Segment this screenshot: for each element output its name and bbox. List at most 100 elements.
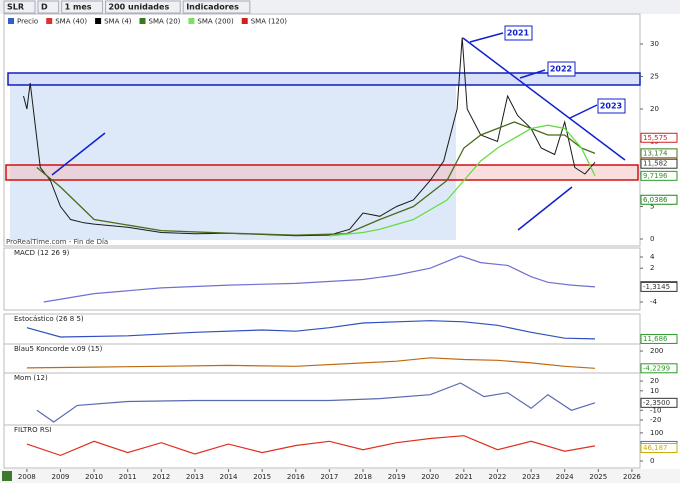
toolbar: [0, 0, 680, 14]
x-tick-label: 2026: [623, 473, 641, 481]
annotation: 2022: [550, 65, 572, 74]
legend-label: SMA (120): [251, 18, 288, 26]
y-tick-label: 0: [650, 457, 654, 465]
arrow: [569, 104, 598, 119]
toolbar-item[interactable]: 200 unidades: [109, 3, 170, 12]
y-tick-label: 0: [650, 235, 654, 243]
x-tick-label: 2020: [421, 473, 439, 481]
series-line: [26, 357, 596, 369]
y-tick-label: -4: [650, 298, 658, 306]
x-tick-label: 2013: [186, 473, 204, 481]
x-tick-label: 2022: [489, 473, 507, 481]
value-label: 11,686: [643, 335, 668, 343]
series-line: [329, 124, 596, 237]
value-label-box: [640, 158, 678, 169]
arrow: [51, 132, 106, 176]
x-tick-label: 2016: [287, 473, 305, 481]
toolbar-item[interactable]: 1 mes: [65, 3, 92, 12]
legend-label: Precio: [17, 18, 38, 26]
arrow: [469, 32, 504, 43]
series-line: [36, 121, 596, 236]
legend-label: SMA (200): [197, 18, 234, 26]
annotation-box: [597, 98, 626, 114]
toolbar-button[interactable]: [37, 0, 60, 14]
resistance-rect: [7, 72, 641, 86]
value-label: -1,3145: [643, 283, 670, 291]
legend-swatch: [95, 18, 102, 24]
toolbar-item[interactable]: SLR: [7, 3, 24, 12]
pane-title: Mom (12): [14, 374, 48, 382]
scroll-button[interactable]: [2, 471, 12, 481]
x-tick-label: 2021: [455, 473, 473, 481]
value-label: 9,7196: [643, 172, 668, 180]
x-tick-label: 2012: [152, 473, 170, 481]
annotation: 2021: [507, 29, 530, 38]
value-label: 13,174: [643, 149, 668, 157]
support-rect: [5, 164, 639, 181]
y-tick-label: 200: [650, 347, 663, 355]
toolbar-button[interactable]: [61, 0, 104, 14]
toolbar-button[interactable]: [182, 0, 251, 14]
series-line: [36, 382, 596, 423]
watermark: ProRealTime.com - Fin de Día: [6, 238, 108, 246]
value-label-box: [640, 132, 678, 143]
annotation: 2023: [600, 102, 622, 111]
y-tick-label: -20: [650, 416, 661, 424]
y-tick-label: 30: [650, 40, 659, 48]
legend-label: SMA (40): [55, 18, 87, 26]
series-line: [26, 320, 596, 340]
value-label-box: [640, 170, 678, 181]
toolbar-button[interactable]: [3, 0, 36, 14]
toolbar-item[interactable]: D: [41, 3, 48, 12]
price-pane: [3, 13, 641, 247]
x-axis-bar: [0, 469, 680, 483]
legend-swatch: [46, 18, 53, 24]
arrow: [517, 186, 573, 231]
value-label: -2,3500: [643, 399, 670, 407]
x-tick-label: 2023: [522, 473, 540, 481]
legend-swatch: [139, 18, 146, 24]
y-tick-label: 10: [650, 387, 659, 395]
pane-title: Blau5 Koncorde v.09 (15): [14, 345, 103, 353]
y-tick-label: 20: [650, 377, 659, 385]
pane-title: Estocástico (26 8 5): [14, 315, 84, 323]
value-label-box: [640, 397, 678, 408]
legend-label: SMA (20): [149, 18, 181, 26]
x-tick-label: 2008: [18, 473, 36, 481]
x-tick-label: 2019: [388, 473, 406, 481]
value-label: 11,582: [643, 160, 668, 168]
toolbar-button[interactable]: [105, 0, 181, 14]
value-label: 46,187: [643, 444, 668, 452]
x-tick-label: 2011: [119, 473, 137, 481]
x-tick-label: 2015: [253, 473, 271, 481]
x-tick-label: 2010: [85, 473, 103, 481]
y-tick-label: 25: [650, 72, 659, 80]
annotation-box: [504, 25, 533, 41]
indicator-pane: [3, 424, 641, 469]
trend-line: [462, 37, 626, 161]
y-tick-label: 20: [650, 105, 659, 113]
x-tick-label: 2014: [220, 473, 238, 481]
x-tick-label: 2009: [52, 473, 70, 481]
value-label-box: [640, 281, 678, 292]
series-line: [26, 435, 596, 457]
y-tick-label: 100: [650, 429, 663, 437]
toolbar-item[interactable]: Indicadores: [186, 3, 239, 12]
value-label: 15,575: [643, 134, 668, 142]
y-tick-label: -10: [650, 406, 661, 414]
series-line: [43, 255, 596, 303]
x-tick-label: 2018: [354, 473, 372, 481]
y-tick-label: 2: [650, 264, 654, 272]
annotation-box: [547, 61, 576, 77]
legend-swatch: [241, 18, 248, 24]
x-tick-label: 2025: [589, 473, 607, 481]
y-tick-label: 4: [650, 253, 655, 261]
value-label-box: [640, 363, 678, 374]
arrow: [519, 69, 546, 79]
indicator-pane: [3, 247, 641, 311]
legend-label: SMA (4): [104, 18, 132, 26]
legend-swatch: [188, 18, 195, 24]
x-tick-label: 2017: [320, 473, 338, 481]
value-label-box: [640, 443, 678, 454]
